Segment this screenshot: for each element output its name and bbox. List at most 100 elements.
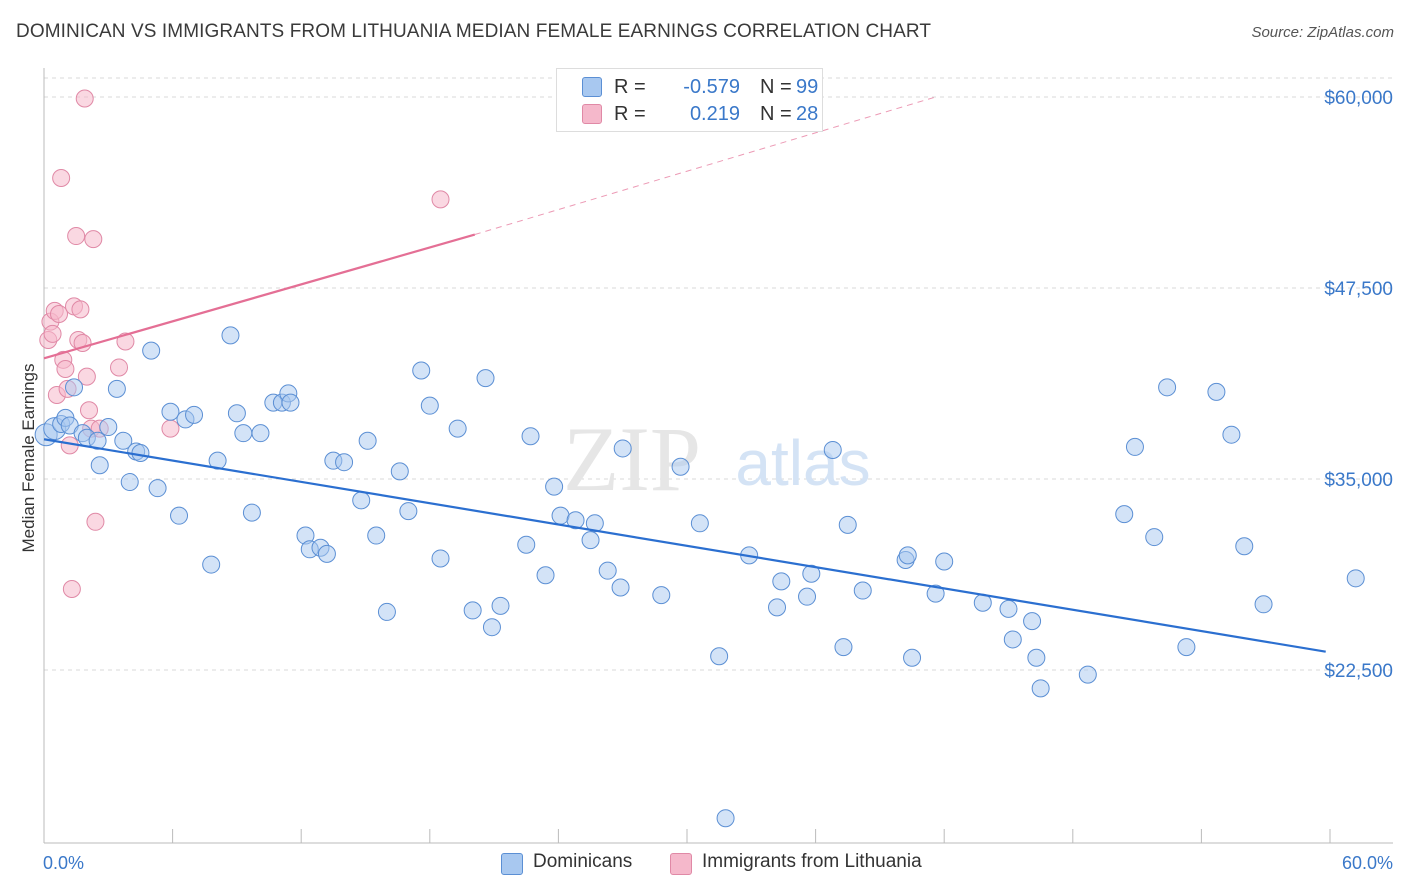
y-tick-labels: $22,500 $35,000 $47,500 $60,000 — [1324, 88, 1393, 682]
dominican-point — [903, 648, 922, 667]
dominican-point — [352, 491, 371, 510]
dominican-point — [853, 581, 872, 600]
dominican-point — [208, 451, 227, 470]
dominican-point — [551, 506, 570, 525]
dominican-point — [613, 439, 632, 458]
dominican-point — [161, 402, 180, 421]
lithuania-trend-extension — [474, 96, 936, 235]
dominican-point — [652, 586, 671, 605]
dominican-point — [710, 647, 729, 666]
trend-lines — [43, 96, 1326, 653]
dominican-point — [581, 531, 600, 550]
lithuania-swatch — [582, 104, 602, 124]
dominican-point — [1078, 665, 1097, 684]
dominican-point — [131, 444, 150, 463]
y-tick-label: $22,500 — [1324, 661, 1393, 682]
dominican-point — [517, 535, 536, 554]
dominican-point — [802, 564, 821, 583]
dominican-point — [611, 578, 630, 597]
dominican-point — [88, 431, 107, 450]
dominican-point — [798, 587, 817, 606]
lithuania-point — [431, 190, 450, 209]
n-value: 99 — [796, 76, 819, 98]
dominican-point — [716, 809, 735, 828]
lithuania-point — [67, 227, 86, 246]
dominican-point — [545, 477, 564, 496]
dominican-point — [491, 596, 510, 615]
lithuania-point — [161, 419, 180, 438]
dominican-point — [120, 473, 139, 492]
lithuania-point — [77, 367, 96, 386]
stats-legend: R = -0.579 N = 99 R = 0.219 N = 28 — [556, 68, 823, 132]
r-value: 0.219 — [689, 103, 740, 125]
dominican-point — [463, 601, 482, 620]
dominican-point — [377, 602, 396, 621]
dominican-point — [834, 638, 853, 657]
dominican-point — [227, 404, 246, 423]
dominican-point — [1145, 528, 1164, 547]
dominican-point — [65, 378, 84, 397]
dominican-point — [412, 361, 431, 380]
n-value: 28 — [796, 103, 819, 125]
dominican-point — [1125, 437, 1144, 456]
dominican-point — [142, 341, 161, 360]
dominican-point — [1003, 630, 1022, 649]
dominican-point — [114, 431, 133, 450]
dominicans-legend-swatch — [501, 853, 523, 875]
lithuania-point — [110, 358, 129, 377]
dominican-point — [234, 424, 253, 443]
lithuania-legend-label: Immigrants from Lithuania — [702, 851, 922, 872]
axes — [43, 68, 1393, 844]
lithuania-point — [71, 300, 90, 319]
source-label: Source: ZipAtlas.com — [1251, 24, 1394, 41]
lithuania-point — [84, 230, 103, 249]
dominican-point — [772, 572, 791, 591]
lithuania-point — [52, 168, 71, 187]
dominican-point — [566, 511, 585, 530]
dominican-point — [107, 379, 126, 398]
dominican-point — [448, 419, 467, 438]
lithuania-point — [75, 89, 94, 108]
dominican-point — [185, 405, 204, 424]
dominican-point — [690, 514, 709, 533]
dominican-point — [1023, 612, 1042, 631]
dominican-point — [768, 598, 787, 617]
lithuania-point — [80, 401, 99, 420]
dominican-point — [335, 453, 354, 472]
dominican-point — [536, 566, 555, 585]
watermark: ZIP atlas — [563, 408, 871, 510]
dominican-point — [999, 599, 1018, 618]
dominican-point — [476, 369, 495, 388]
dominicans-trend-line — [43, 438, 1326, 653]
dominican-point — [170, 506, 189, 525]
dominican-point — [823, 440, 842, 459]
chart-title: DOMINICAN VS IMMIGRANTS FROM LITHUANIA M… — [16, 21, 932, 42]
r-label: R = — [614, 76, 646, 98]
dominican-point — [1254, 595, 1273, 614]
dominican-point — [358, 431, 377, 450]
dominican-point — [1222, 425, 1241, 444]
dominicans-legend-label: Dominicans — [533, 851, 633, 872]
dominican-point — [202, 555, 221, 574]
dominican-point — [898, 546, 917, 565]
r-label: R = — [614, 103, 646, 125]
lithuania-point — [86, 512, 105, 531]
y-tick-label: $60,000 — [1324, 88, 1393, 109]
grid-lines — [44, 77, 1393, 671]
dominican-point — [935, 552, 954, 571]
lithuania-points — [39, 89, 450, 599]
dominican-point — [482, 618, 501, 637]
dominican-point — [242, 503, 261, 522]
dominican-point — [1346, 569, 1365, 588]
dominican-point — [1031, 679, 1050, 698]
dominican-point — [926, 584, 945, 603]
dominican-point — [585, 514, 604, 533]
x-tick-label-max: 60.0% — [1342, 853, 1393, 873]
lithuania-point — [73, 334, 92, 353]
dominican-point — [317, 544, 336, 563]
lithuania-point — [56, 359, 75, 378]
dominican-point — [598, 561, 617, 580]
lithuania-point — [62, 580, 81, 599]
dominican-point — [148, 479, 167, 498]
dominican-point — [521, 427, 540, 446]
